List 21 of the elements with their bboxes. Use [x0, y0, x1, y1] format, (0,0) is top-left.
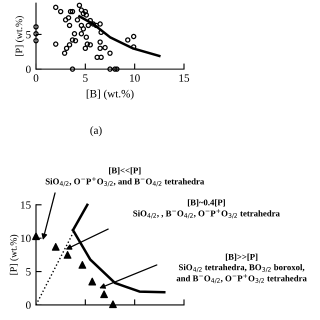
x-axis-title: [B] (wt.%): [86, 90, 134, 100]
y-axis-title: [P] (wt.%): [15, 16, 24, 56]
x-tick-label: 0: [34, 74, 38, 82]
x-tick-label: 15: [179, 74, 190, 82]
y-tick-label: 0: [26, 301, 31, 309]
y-tick-label: 15: [21, 201, 31, 209]
text: SiO$_{4/2}$, , B$^{−}$O$_{4/2}$, O$^{−}$P$^{+}$O$_{3/2}$ tetrahedra: [133, 209, 280, 218]
annotation: SiO$_{4/2}$ tetrahedra, BO$_{3/2}$ boroxol,: [178, 264, 304, 272]
text: and B$^{−}$O$_{4/2}$, O$^{−}$P$^{+}$O$_{3/2}$ tetrahedra: [176, 274, 307, 284]
x-tick-label: 5: [83, 74, 88, 82]
text: [B]~0.4[P]: [188, 199, 225, 206]
y-tick-label: 5: [26, 268, 31, 276]
y-tick-label: 5: [26, 31, 31, 38]
y-tick-label: 10: [21, 234, 31, 242]
text: (a): [90, 126, 102, 136]
x-tick-label: 10: [130, 74, 140, 82]
text: SiO$_{4/2}$, O$^{−}$P$^{+}$O$_{3/2}$, and B$^{−}$O$_{4/2}$ tetrahedra: [46, 177, 204, 186]
y-tick-label: 0: [26, 66, 31, 74]
text: [B]<<[P]: [109, 167, 141, 174]
text: [B]>>[P]: [226, 254, 258, 261]
y-axis-title: [P] (wt.%): [10, 234, 19, 275]
